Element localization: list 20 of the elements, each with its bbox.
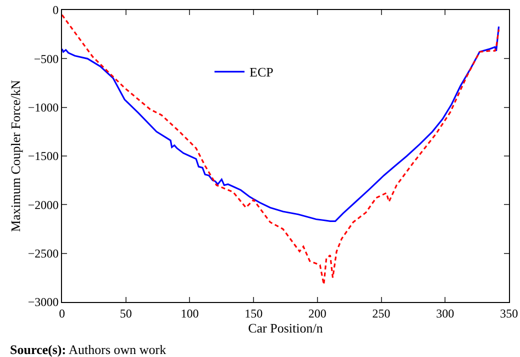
x-axis-title: Car Position/n <box>248 320 324 336</box>
x-tick-label: 350 <box>500 306 518 320</box>
x-tick-label: 150 <box>244 306 263 320</box>
line-series <box>62 14 500 286</box>
y-axis-title: Maximum Coupler Force/kN <box>8 80 23 232</box>
line-series <box>62 26 500 222</box>
y-tick-label: −2000 <box>28 198 59 212</box>
legend-label: ECP <box>250 64 274 80</box>
x-tick-label: 100 <box>180 306 199 320</box>
x-tick-label: 50 <box>120 306 132 320</box>
x-tick-label: 300 <box>436 306 454 320</box>
x-tick-label: 200 <box>308 306 326 320</box>
y-tick-label: −1500 <box>28 149 59 164</box>
y-tick-label: −1000 <box>28 100 59 115</box>
y-tick-label: −500 <box>34 52 59 66</box>
source-note: Source(s): Authors own work <box>10 342 167 357</box>
y-tick-label: −3000 <box>28 295 59 310</box>
y-tick-label: 0 <box>52 3 59 18</box>
y-tick-label: −2500 <box>28 246 59 261</box>
x-tick-label: 250 <box>372 306 390 320</box>
